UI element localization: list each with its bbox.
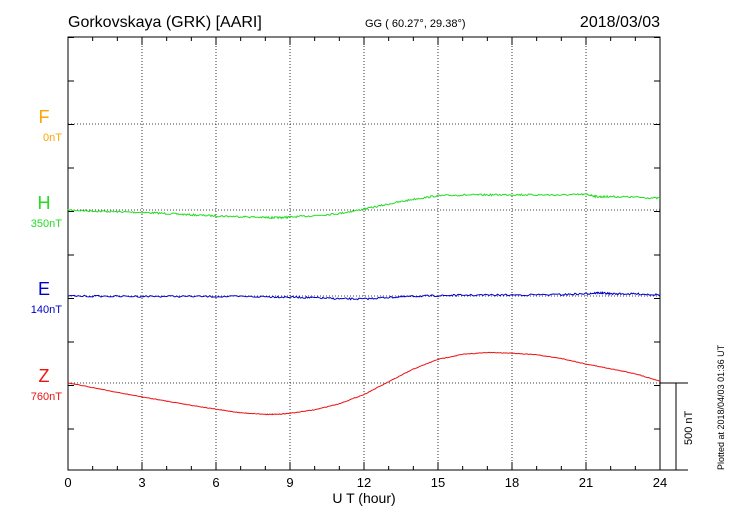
x-tick-label: 12 bbox=[357, 475, 371, 490]
component-label-h: H bbox=[38, 193, 51, 213]
component-label-z: Z bbox=[39, 366, 50, 386]
x-axis-tick-labels: 0 3 6 9 12 15 18 21 24 bbox=[64, 475, 667, 490]
x-tick-label: 3 bbox=[138, 475, 145, 490]
x-tick-label: 0 bbox=[64, 475, 71, 490]
y-axis-ticks bbox=[68, 37, 660, 430]
x-tick-label: 18 bbox=[505, 475, 519, 490]
station-coordinates: GG ( 60.27°, 29.38°) bbox=[365, 18, 466, 30]
x-tick-label: 21 bbox=[579, 475, 593, 490]
series-line-h bbox=[67, 193, 661, 220]
baseline-label-z: 760nT bbox=[31, 391, 62, 403]
x-tick-label: 9 bbox=[286, 475, 293, 490]
plotted-timestamp: Plotted at 2018/04/03 01:36 UT bbox=[716, 344, 726, 470]
series-line-z bbox=[67, 351, 661, 416]
x-tick-label: 15 bbox=[431, 475, 445, 490]
chart-date: 2018/03/03 bbox=[580, 14, 660, 31]
x-axis-label: U T (hour) bbox=[332, 490, 395, 506]
series-line-e bbox=[67, 290, 661, 301]
baseline-label-e: 140nT bbox=[31, 304, 62, 316]
component-label-e: E bbox=[38, 279, 50, 299]
scale-bar bbox=[660, 382, 688, 471]
chart-title: Gorkovskaya (GRK) [AARI] bbox=[68, 14, 262, 31]
series-lines bbox=[67, 193, 661, 416]
x-tick-label: 24 bbox=[653, 475, 667, 490]
component-label-f: F bbox=[39, 107, 50, 127]
component-labels: F 0nT H 350nT E 140nT Z 760nT bbox=[31, 107, 62, 403]
x-axis-ticks bbox=[67, 37, 661, 470]
grid-lines bbox=[68, 37, 660, 470]
x-tick-label: 6 bbox=[212, 475, 219, 490]
baseline-label-h: 350nT bbox=[31, 218, 62, 230]
baseline-label-f: 0nT bbox=[43, 132, 62, 144]
scale-bar-label: 500 nT bbox=[683, 410, 695, 445]
